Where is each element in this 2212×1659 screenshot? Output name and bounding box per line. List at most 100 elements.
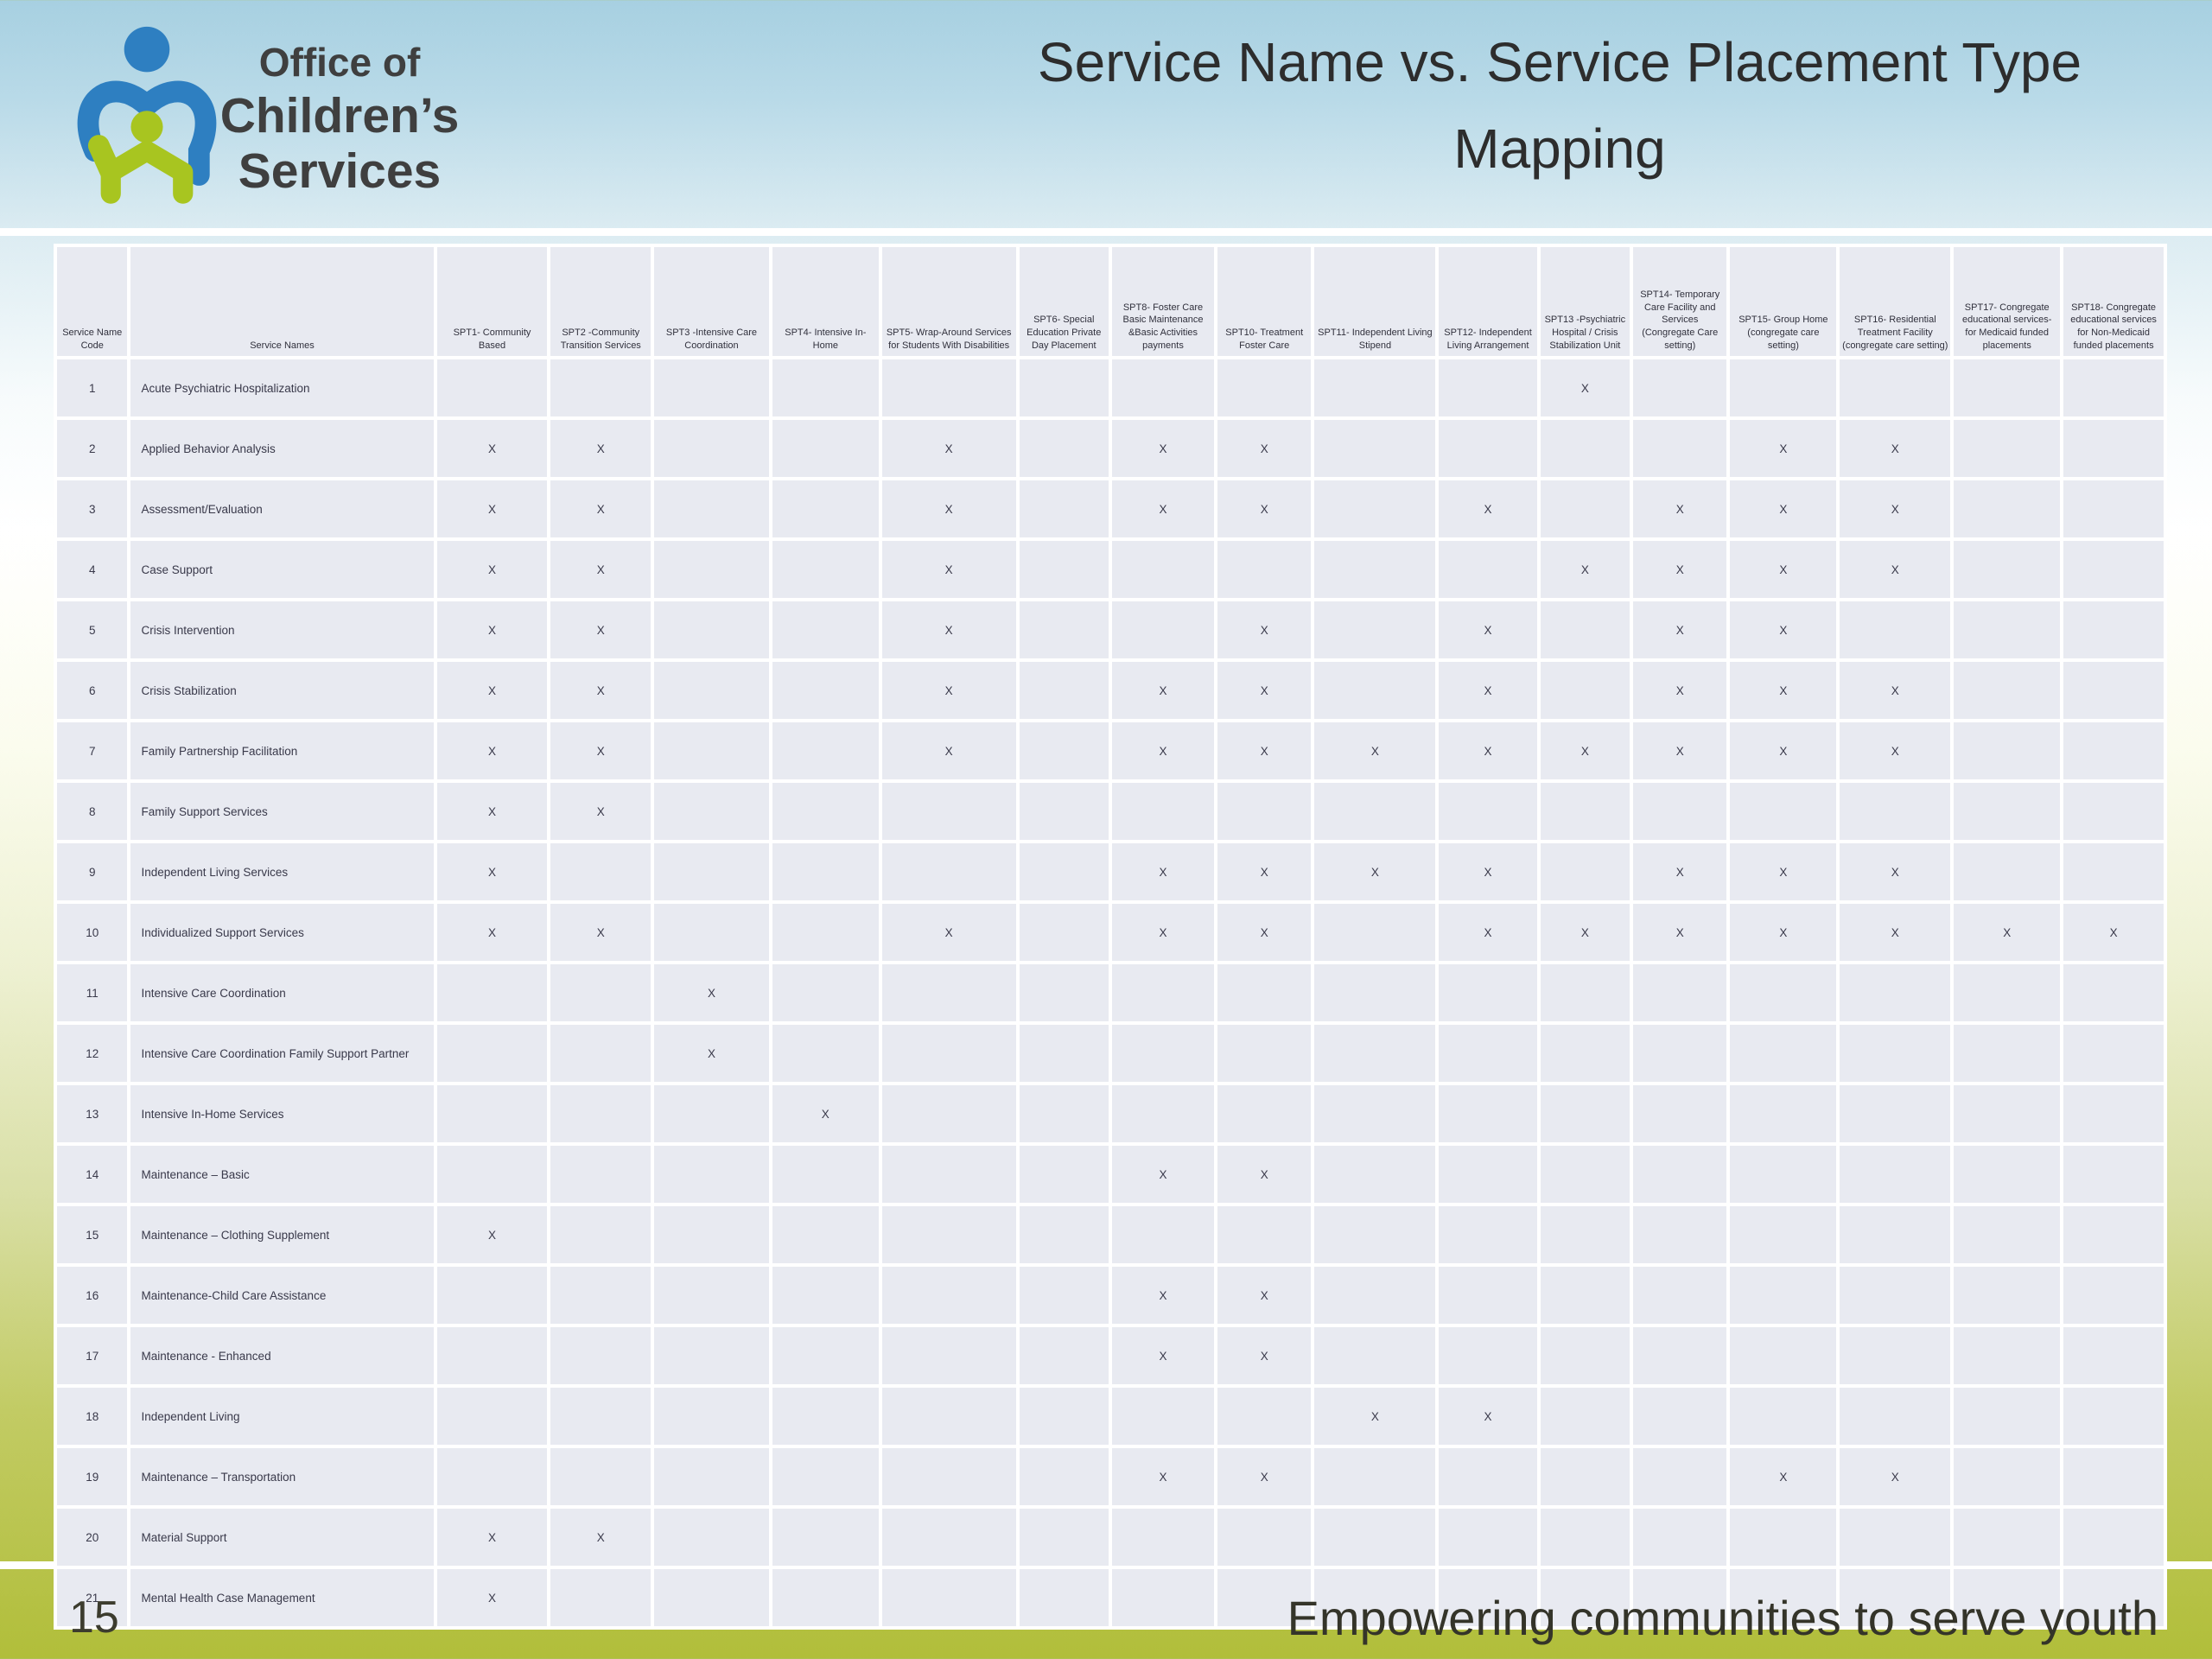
- table-row: 14 Maintenance – Basic X X: [53, 1142, 2167, 1206]
- mark-cell: X: [1726, 537, 1840, 601]
- mark-cell: X: [547, 719, 655, 783]
- mark-cell: [1214, 537, 1315, 601]
- table-row: 17 Maintenance - Enhanced X X: [53, 1324, 2167, 1388]
- service-code-cell: 1: [53, 356, 131, 420]
- mark-cell: [547, 1142, 655, 1206]
- mark-cell: [768, 719, 882, 783]
- mark-cell: [1726, 1263, 1840, 1327]
- mark-cell: X: [547, 416, 655, 480]
- mark-cell: [651, 356, 772, 420]
- mark-cell: [651, 1445, 772, 1509]
- mark-cell: [1108, 356, 1218, 420]
- service-code-cell: 20: [53, 1505, 131, 1569]
- service-code-cell: 11: [53, 961, 131, 1025]
- mark-cell: [1950, 598, 2064, 662]
- mark-cell: [2060, 477, 2167, 541]
- mark-cell: X: [1435, 658, 1541, 722]
- column-header: SPT15- Group Home (congregate care setti…: [1726, 244, 1840, 359]
- mark-cell: [768, 900, 882, 964]
- mark-cell: [1435, 779, 1541, 843]
- mark-cell: X: [1108, 1263, 1218, 1327]
- service-code-cell: 2: [53, 416, 131, 480]
- service-name-cell: Individualized Support Services: [127, 900, 437, 964]
- mark-cell: X: [1630, 598, 1731, 662]
- mark-cell: [1836, 598, 1955, 662]
- column-header: SPT1- Community Based: [433, 244, 551, 359]
- column-header: SPT6- Special Education Private Day Plac…: [1015, 244, 1112, 359]
- mark-cell: [1311, 1263, 1440, 1327]
- mark-cell: [1435, 416, 1541, 480]
- mark-cell: [651, 1384, 772, 1448]
- mark-cell: [1726, 1566, 1840, 1630]
- column-header: Service Names: [127, 244, 437, 359]
- mark-cell: X: [1108, 719, 1218, 783]
- table-row: 4 Case Support X X X X X X X: [53, 537, 2167, 601]
- mark-cell: X: [1630, 900, 1731, 964]
- mark-cell: [1836, 1082, 1955, 1146]
- table-row: 3 Assessment/Evaluation X X X X X X X X X: [53, 477, 2167, 541]
- mark-cell: X: [1726, 1445, 1840, 1509]
- mark-cell: [1536, 1263, 1634, 1327]
- mark-cell: [1214, 961, 1315, 1025]
- mark-cell: [878, 356, 1020, 420]
- service-name-cell: Assessment/Evaluation: [127, 477, 437, 541]
- mark-cell: [768, 1505, 882, 1569]
- mark-cell: [1015, 961, 1112, 1025]
- mark-cell: [1630, 1505, 1731, 1569]
- mark-cell: [768, 1142, 882, 1206]
- mark-cell: [1950, 961, 2064, 1025]
- mark-cell: [2060, 1203, 2167, 1267]
- mark-cell: [1630, 1384, 1731, 1448]
- mark-cell: [1311, 900, 1440, 964]
- mark-cell: [768, 598, 882, 662]
- logo-line1: Office of: [258, 40, 421, 85]
- mark-cell: X: [433, 900, 551, 964]
- mark-cell: [1435, 1445, 1541, 1509]
- mark-cell: [878, 1324, 1020, 1388]
- mark-cell: [1836, 779, 1955, 843]
- mark-cell: [768, 961, 882, 1025]
- table-header-row: Service Name Code Service Names SPT1- Comm…: [53, 244, 2167, 359]
- mark-cell: [1311, 477, 1440, 541]
- mark-cell: [1836, 1203, 1955, 1267]
- mark-cell: [1108, 961, 1218, 1025]
- mark-cell: [1950, 1445, 2064, 1509]
- mark-cell: [1836, 1566, 1955, 1630]
- mark-cell: [1015, 1566, 1112, 1630]
- mark-cell: [878, 1445, 1020, 1509]
- mark-cell: [1836, 1324, 1955, 1388]
- mark-cell: X: [1726, 416, 1840, 480]
- table-row: 5 Crisis Intervention X X X X X X X: [53, 598, 2167, 662]
- mark-cell: [1950, 719, 2064, 783]
- column-header: SPT17- Congregate educational services- …: [1950, 244, 2064, 359]
- service-name-cell: Applied Behavior Analysis: [127, 416, 437, 480]
- mark-cell: [1311, 1142, 1440, 1206]
- service-code-cell: 13: [53, 1082, 131, 1146]
- mark-cell: [878, 1384, 1020, 1448]
- mark-cell: X: [1630, 719, 1731, 783]
- mark-cell: [1726, 1142, 1840, 1206]
- mark-cell: [1536, 961, 1634, 1025]
- mark-cell: [1536, 477, 1634, 541]
- logo-text: Office of Children’s Services: [145, 40, 534, 199]
- mark-cell: [878, 1505, 1020, 1569]
- mark-cell: [1015, 1021, 1112, 1085]
- mark-cell: [1536, 416, 1634, 480]
- mark-cell: [1536, 1384, 1634, 1448]
- mark-cell: [2060, 1505, 2167, 1569]
- mark-cell: [2060, 658, 2167, 722]
- mark-cell: [651, 1324, 772, 1388]
- mark-cell: [651, 779, 772, 843]
- service-code-cell: 3: [53, 477, 131, 541]
- logo-line2: Children’s Services: [219, 88, 460, 199]
- service-name-cell: Maintenance – Transportation: [127, 1445, 437, 1509]
- service-code-cell: 19: [53, 1445, 131, 1509]
- mark-cell: [1726, 1203, 1840, 1267]
- mark-cell: [651, 1566, 772, 1630]
- mark-cell: [878, 779, 1020, 843]
- mark-cell: [768, 1566, 882, 1630]
- mark-cell: [651, 658, 772, 722]
- service-name-cell: Maintenance – Basic: [127, 1142, 437, 1206]
- mark-cell: X: [878, 900, 1020, 964]
- mark-cell: [1311, 537, 1440, 601]
